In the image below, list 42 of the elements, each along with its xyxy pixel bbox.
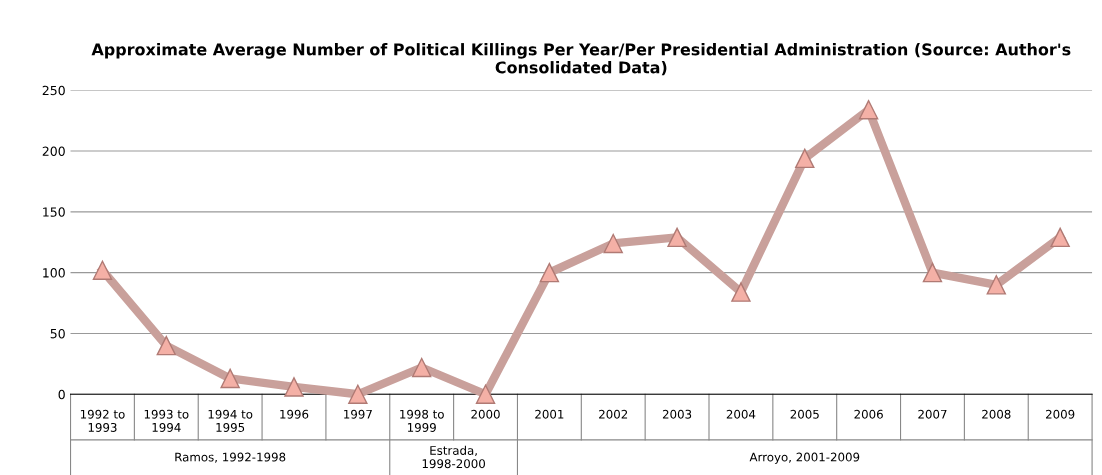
- x-tick-label: 2005: [790, 409, 819, 419]
- y-tick-label: 100: [43, 268, 65, 278]
- x-tick-label: 2004: [726, 409, 756, 419]
- chart-title: Approximate Average Number of Political Killings Per Year/Per Presidential Administration (Source: Author's Consolidated Data): [91, 43, 1071, 76]
- text: Ramos, 1992-1998: [175, 452, 286, 463]
- x-tick-label: 2009: [1046, 409, 1075, 419]
- point: [986, 275, 1007, 295]
- x-tick-label: 2001: [535, 409, 564, 419]
- y-tick-label: 150: [43, 207, 65, 217]
- x-tick-label: 2003: [662, 409, 692, 419]
- y-tick-label: 250: [42, 85, 65, 96]
- point: [220, 368, 240, 389]
- point: [795, 148, 815, 169]
- point: [156, 335, 177, 356]
- x-tick-label: 1992 to 1993: [80, 409, 125, 432]
- x-tick-label: 1993 to 1994: [144, 409, 189, 432]
- point: [922, 262, 943, 283]
- x-tick-label: 2007: [918, 409, 947, 419]
- point: [539, 262, 560, 283]
- x-tick-label: 1996: [280, 409, 309, 419]
- point: [731, 282, 751, 302]
- point: [1050, 227, 1070, 248]
- y-tick-label: 50: [50, 328, 65, 339]
- x-tick-label: 1998 to 1999: [400, 409, 444, 432]
- x-tick-label: 2002: [599, 409, 628, 419]
- x-tick-label: 2000: [471, 409, 500, 419]
- text: Estrada, 1998-2000: [422, 445, 485, 469]
- text: Arroyo, 2001-2009: [749, 452, 860, 464]
- y-tick-label: 200: [42, 146, 65, 156]
- point: [667, 227, 687, 248]
- x-tick-label: 1994 to 1995: [208, 409, 253, 432]
- point: [475, 384, 496, 404]
- point: [92, 260, 113, 280]
- x-tick-label: 1997: [344, 409, 372, 419]
- y-tick-label: 0: [58, 389, 65, 400]
- point: [348, 384, 368, 404]
- point: [411, 357, 432, 378]
- point: [284, 377, 304, 397]
- point: [858, 99, 879, 120]
- point: [603, 233, 623, 254]
- x-tick-label: 2008: [982, 409, 1011, 419]
- x-tick-label: 2006: [854, 409, 883, 419]
